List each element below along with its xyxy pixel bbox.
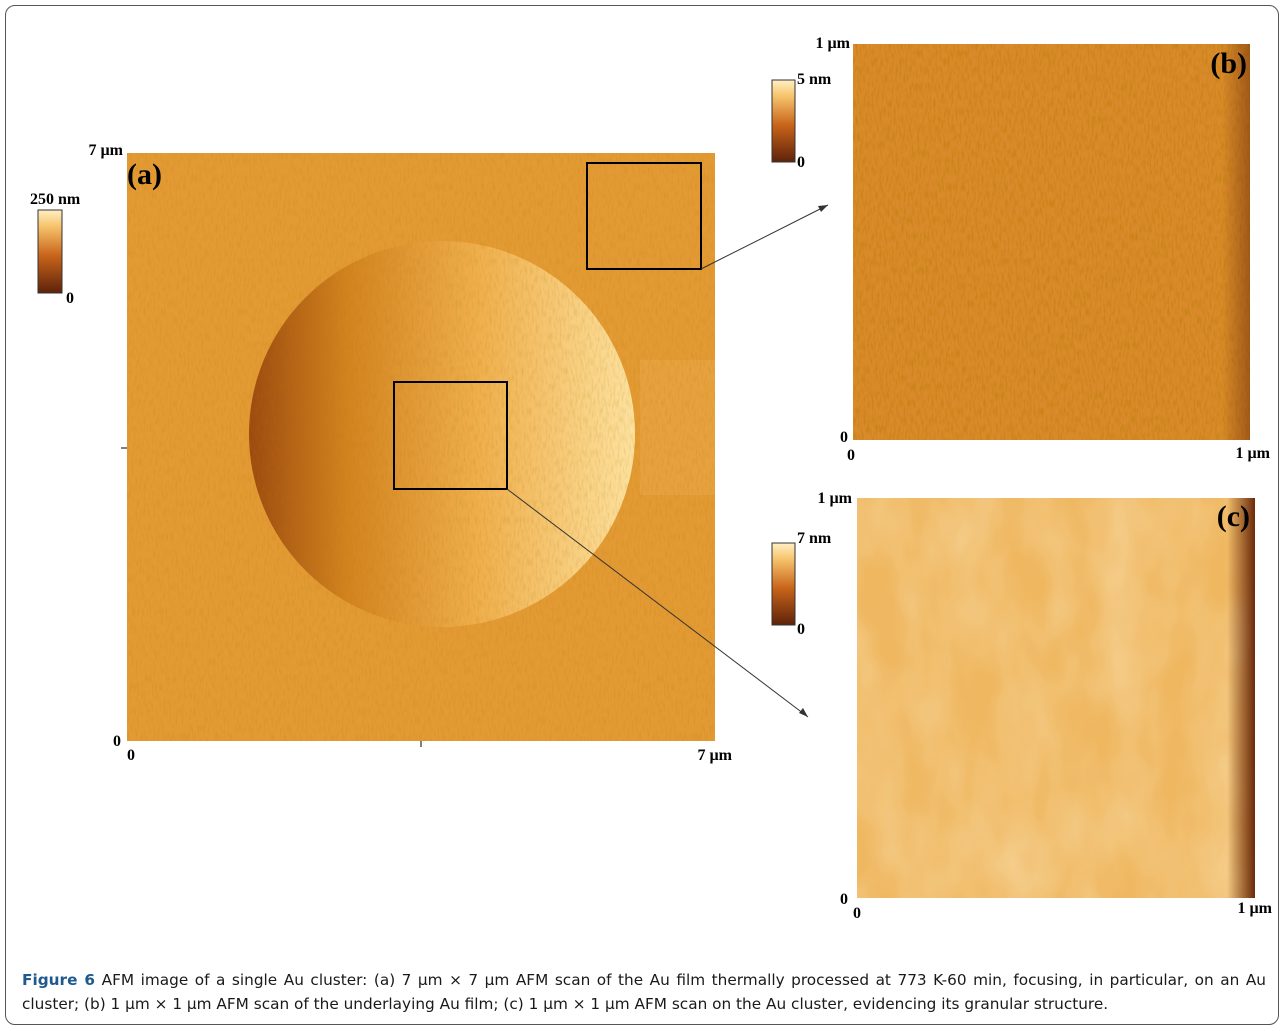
scale-label: 0 (66, 290, 74, 307)
colorbar (772, 80, 795, 162)
axis-label: 1 µm (815, 35, 850, 52)
axis-label: 7 µm (697, 747, 732, 764)
caption: Figure 6 AFM image of a single Au cluste… (22, 968, 1266, 1016)
caption-label: Figure 6 (22, 971, 95, 989)
scale-label: 0 (797, 621, 805, 638)
axis-label: 0 (127, 747, 135, 764)
scale-label: 250 nm (30, 191, 81, 208)
panel-label: (c) (1217, 500, 1250, 533)
arrow-head (818, 205, 828, 212)
axis-label: 0 (840, 429, 848, 446)
axis-label: 0 (113, 733, 121, 750)
figure-art: 7 µm (a) 250 nm 0 0 0 7 µm 1 µm (b) 5 nm… (0, 0, 1284, 1031)
colorbar (772, 543, 795, 625)
caption-text: AFM image of a single Au cluster: (a) 7 … (22, 971, 1266, 1013)
panel-label: (b) (1210, 47, 1247, 80)
axis-label: 1 µm (817, 490, 852, 507)
edge-shade (853, 44, 1250, 440)
axis-label: 0 (840, 891, 848, 908)
axis-label: 0 (847, 447, 855, 464)
edge-shade (857, 498, 1255, 898)
texture (127, 153, 715, 741)
panel-label: (a) (127, 158, 162, 191)
axis-label: 1 µm (1235, 445, 1270, 462)
axis-label: 0 (853, 905, 861, 922)
figure-page: 7 µm (a) 250 nm 0 0 0 7 µm 1 µm (b) 5 nm… (0, 0, 1284, 1031)
arrow (701, 205, 828, 269)
colorbar (38, 210, 62, 293)
arrow-head (799, 708, 808, 717)
scale-label: 5 nm (797, 71, 832, 88)
scale-label: 7 nm (797, 530, 832, 547)
scale-label: 0 (797, 154, 805, 171)
axis-label: 7 µm (88, 142, 123, 159)
axis-label: 1 µm (1237, 900, 1272, 917)
